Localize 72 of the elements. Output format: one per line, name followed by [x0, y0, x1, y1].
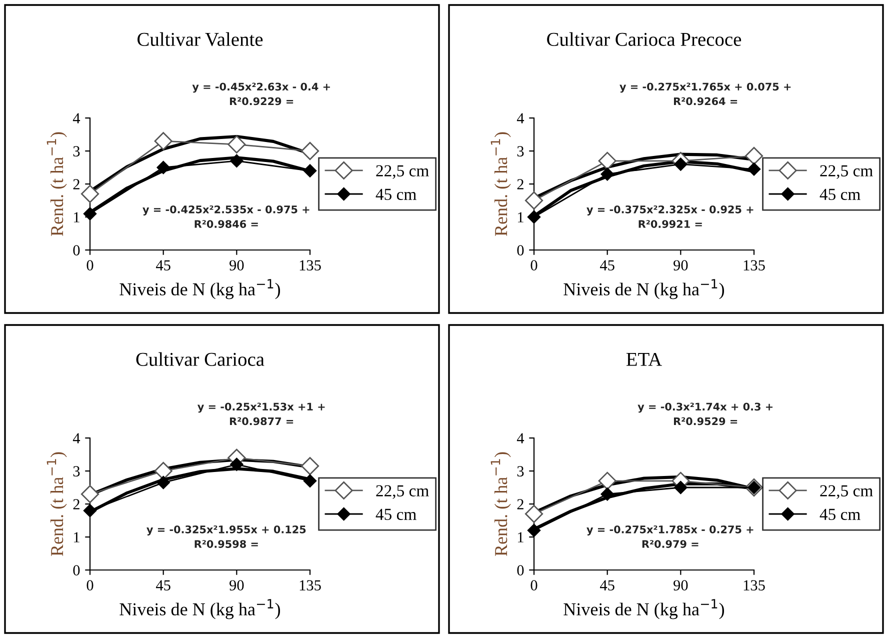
y-tick-label: 0: [73, 565, 80, 576]
annotation: R²0.9921 =: [638, 220, 702, 228]
x-tick-label: 90: [674, 580, 688, 590]
x-axis-title: Niveis de N (kg ha$^{−1}$): [120, 599, 280, 620]
text: R²0.9529 =: [674, 417, 738, 426]
text: y = -0.45x²2.63x - 0.4 +: [192, 82, 330, 93]
legend-label: 45 cm: [820, 508, 860, 520]
x-tick-label: 135: [744, 260, 765, 270]
y-tick-label: 2: [517, 179, 524, 190]
y-tick-label: 1: [74, 532, 80, 542]
annotation: y = -0.275x²1.785x - 0.275 +: [586, 525, 754, 536]
x-tick-label: 90: [230, 580, 244, 590]
y-tick-label: 2: [73, 499, 80, 510]
y-tick-label: 0: [517, 565, 524, 576]
y-tick-label: 0: [517, 245, 524, 256]
y-tick-label: 4: [516, 113, 524, 124]
text: R²0.9264 =: [674, 97, 738, 106]
legend-label: 45 cm: [376, 188, 416, 200]
y-axis-title: Rend. (t ha$^{−1}$): [46, 132, 67, 236]
annotation: R²0.979 =: [642, 540, 698, 548]
x-tick-label: 135: [744, 580, 765, 590]
annotation: y = -0.375x²2.325x - 0.925 +: [586, 205, 754, 216]
legend-label: 45 cm: [820, 188, 860, 200]
legend-label: 45 cm: [376, 508, 416, 520]
y-tick-label: 3: [73, 146, 80, 156]
chart-title: ETA: [626, 352, 662, 366]
chart-title: Cultivar Carioca Precoce: [547, 32, 742, 46]
x-axis-title: Niveis de N (kg ha$^{−1}$): [120, 279, 280, 300]
y-tick-label: 3: [517, 146, 524, 156]
legend-label: 22,5 cm: [820, 165, 873, 179]
annotation: y = -0.325x²1.955x + 0.125: [146, 525, 306, 536]
y-tick-label: 4: [72, 113, 80, 124]
legend-label: 22,5 cm: [376, 165, 429, 179]
x-tick-label: 135: [300, 580, 321, 590]
text: R²0.9877 =: [230, 417, 294, 426]
x-tick-label: 45: [156, 260, 170, 270]
x-tick-label: 90: [230, 260, 244, 270]
text: y = -0.25x²1.53x +1 +: [198, 402, 325, 413]
chart-title: Cultivar Carioca: [136, 352, 264, 366]
y-axis-title: Rend. (t ha$^{−1}$): [490, 132, 511, 236]
y-tick-label: 0: [73, 245, 80, 256]
y-tick-label: 2: [517, 499, 524, 510]
legend-label: 22,5 cm: [376, 485, 429, 499]
x-tick-label: 90: [674, 260, 688, 270]
x-tick-label: 45: [156, 580, 170, 590]
annotation: y = -0.425x²2.535x - 0.975 +: [142, 205, 310, 216]
text: y = -0.3x²1.74x + 0.3 +: [638, 402, 773, 413]
y-tick-label: 4: [72, 433, 80, 444]
text: y = -0.275x²1.765x + 0.075 +: [620, 82, 791, 93]
y-tick-label: 1: [74, 212, 80, 222]
y-tick-label: 1: [518, 532, 524, 542]
x-tick-label: 0: [86, 580, 94, 590]
x-axis-title: Niveis de N (kg ha$^{−1}$): [564, 279, 724, 300]
x-tick-label: 135: [300, 260, 321, 270]
chart-title: Cultivar Valente: [138, 32, 263, 46]
x-tick-label: 45: [600, 580, 614, 590]
x-axis-title: Niveis de N (kg ha$^{−1}$): [564, 599, 724, 620]
y-tick-label: 2: [73, 179, 80, 190]
y-axis-title: Rend. (t ha$^{−1}$): [490, 452, 511, 556]
y-tick-label: 1: [518, 212, 524, 222]
y-tick-label: 4: [516, 433, 524, 444]
legend-label: 22,5 cm: [820, 485, 873, 499]
y-axis-title: Rend. (t ha$^{−1}$): [46, 452, 67, 556]
x-tick-label: 0: [530, 260, 538, 270]
annotation: R²0.9846 =: [194, 220, 258, 228]
x-tick-label: 0: [86, 260, 94, 270]
text: R²0.9229 =: [230, 97, 294, 106]
y-tick-label: 3: [517, 466, 524, 476]
x-tick-label: 0: [530, 580, 538, 590]
annotation: R²0.9598 =: [194, 540, 258, 548]
x-tick-label: 45: [600, 260, 614, 270]
y-tick-label: 3: [73, 466, 80, 476]
